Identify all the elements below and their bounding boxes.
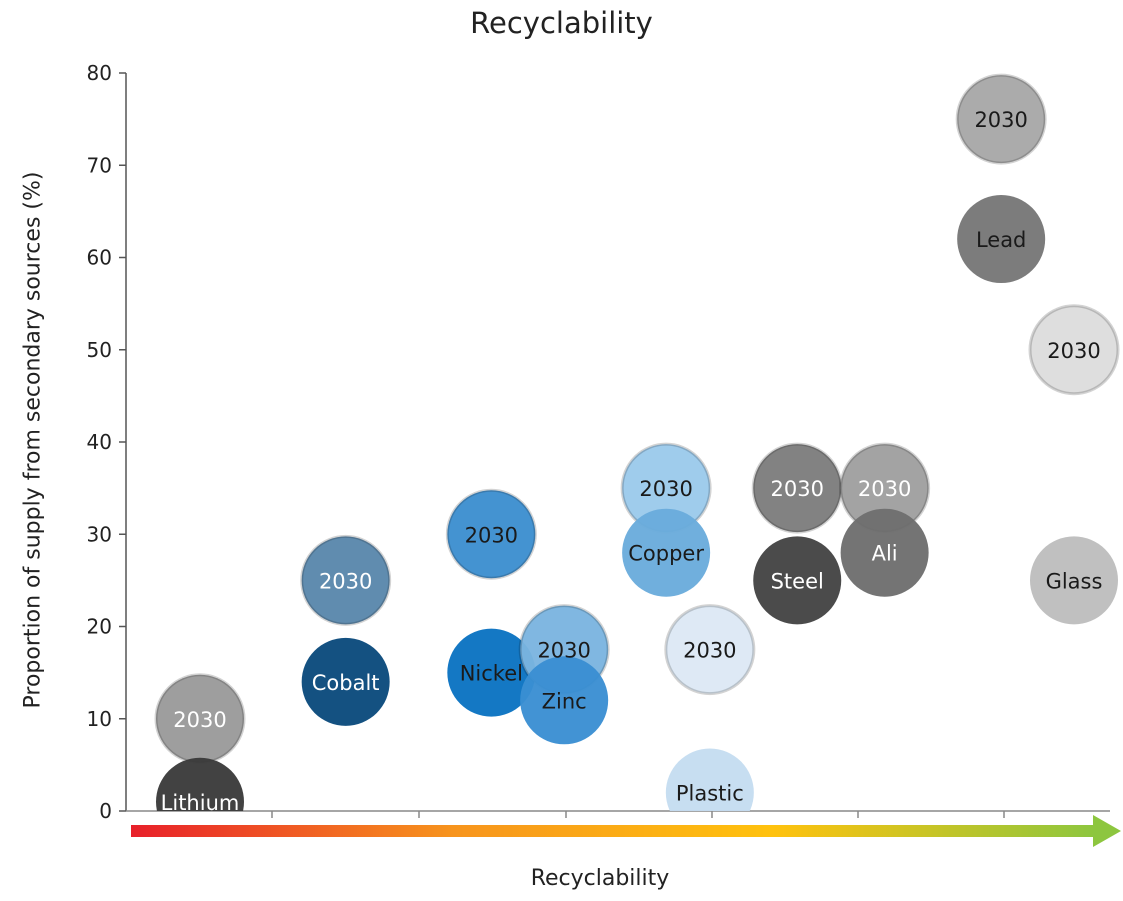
bubble-label: 2030: [173, 708, 226, 732]
bubble-zinc: [520, 656, 609, 745]
bubble-glass: [1030, 536, 1118, 625]
bubble-nickel: [447, 628, 536, 717]
bubble-2030: [955, 73, 1047, 165]
y-tick-label: 60: [87, 246, 112, 270]
bubble-cobalt: [301, 637, 390, 726]
bubble-label: Glass: [1046, 569, 1103, 593]
recyclability-arrow-shaft: [131, 825, 1095, 837]
x-axis-label: Recyclability: [530, 866, 670, 891]
bubble-lithium: [156, 757, 244, 811]
bubble-plastic: [665, 748, 754, 811]
y-tick-label: 20: [87, 615, 112, 639]
bubble-label: 2030: [683, 639, 736, 663]
y-tick-label: 0: [99, 799, 112, 823]
bubble-label: 2030: [1047, 339, 1100, 363]
bubble-label: 2030: [858, 477, 911, 501]
bubble-label: 2030: [319, 569, 372, 593]
chart-title: Recyclability: [470, 6, 653, 40]
bubble-label: Nickel: [460, 662, 523, 686]
y-tick-label: 50: [87, 338, 112, 362]
bubble-2030: [664, 604, 756, 696]
y-tick-label: 40: [87, 430, 112, 454]
bubble-label: Steel: [771, 569, 824, 593]
bubble-label: Plastic: [676, 782, 744, 806]
bubble-label: 2030: [537, 639, 590, 663]
y-tick-label: 80: [87, 61, 112, 85]
bubble-label: Zinc: [542, 689, 587, 713]
y-tick-label: 10: [87, 707, 112, 731]
bubble-label: 2030: [771, 477, 824, 501]
y-tick-label: 30: [87, 522, 112, 546]
bubble-label: Lead: [976, 228, 1026, 252]
bubble-2030: [1028, 304, 1120, 396]
bubble-2030: [445, 488, 537, 580]
bubble-lead: [957, 195, 1046, 284]
y-tick-label: 70: [87, 153, 112, 177]
bubble-label: 2030: [639, 477, 692, 501]
plot-area: 010203040506070802030Lithium2030Cobalt20…: [87, 61, 1121, 847]
bubble-label: Cobalt: [312, 671, 380, 695]
bubble-label: Ali: [872, 542, 898, 566]
bubble-2030: [300, 534, 392, 626]
recyclability-arrow-head: [1093, 815, 1121, 847]
bubble-steel: [753, 536, 842, 625]
bubble-ali: [840, 508, 929, 597]
bubble-label: 2030: [974, 108, 1027, 132]
bubble-copper: [622, 508, 711, 597]
bubble-label: Copper: [628, 542, 704, 566]
bubble-label: 2030: [465, 523, 518, 547]
bubble-label: Lithium: [161, 791, 240, 815]
bubbles: 2030 Lithium 2030 Cobalt 2030 Nickel 2030 Zinc 2…: [154, 73, 1120, 815]
